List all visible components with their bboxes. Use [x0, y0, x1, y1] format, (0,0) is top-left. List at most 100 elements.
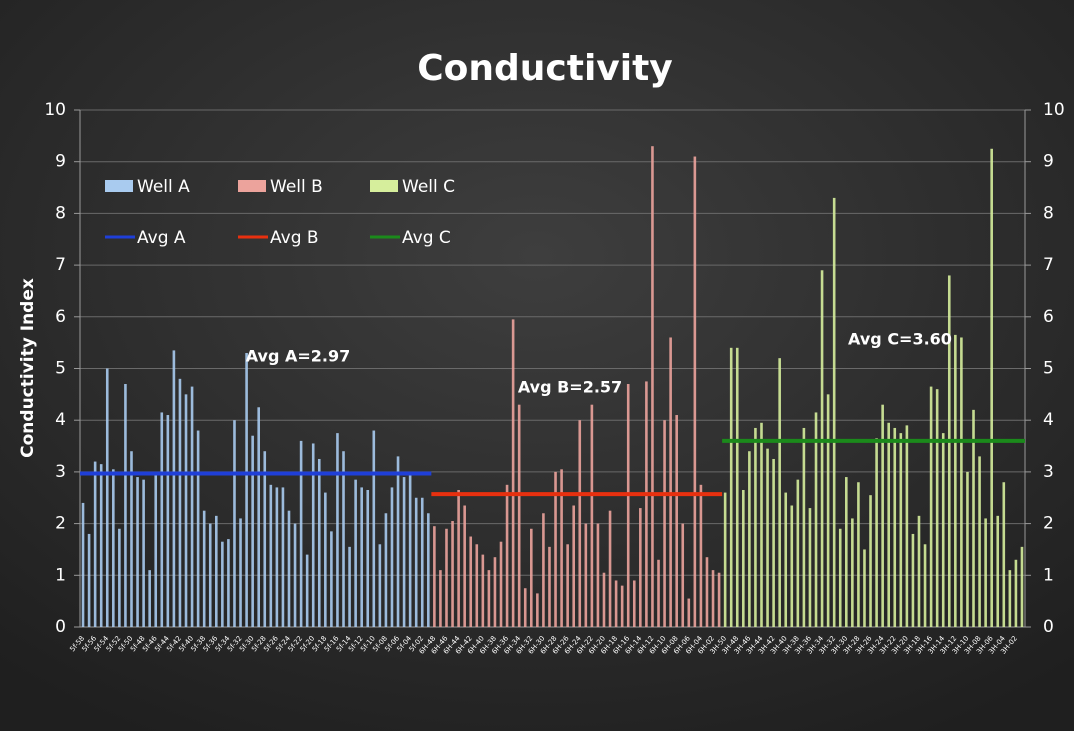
y-tick-label: 5: [55, 359, 66, 379]
bar: [645, 381, 648, 627]
bar: [396, 456, 400, 627]
y-tick-label: 4: [55, 410, 66, 430]
bar: [990, 148, 993, 627]
bar: [590, 404, 594, 627]
bar: [408, 471, 412, 627]
chart-title: Conductivity: [417, 48, 673, 89]
bar: [626, 384, 630, 627]
legend-label: Well C: [402, 177, 455, 197]
bar: [941, 433, 945, 627]
bar: [402, 477, 406, 627]
bar: [754, 427, 757, 627]
bar: [214, 515, 218, 627]
bar: [960, 337, 963, 627]
y2-tick-label: 0: [1043, 617, 1054, 637]
bar: [869, 495, 872, 627]
bar: [705, 557, 709, 627]
bar: [620, 585, 624, 627]
bar: [348, 546, 351, 627]
y2-tick-label: 9: [1043, 152, 1054, 172]
y2-tick-label: 4: [1043, 410, 1054, 430]
legend-label: Avg A: [137, 228, 186, 248]
y-tick-label: 3: [55, 462, 66, 482]
bar: [996, 515, 1000, 627]
bar: [390, 487, 394, 627]
bar: [263, 451, 267, 627]
bar: [505, 484, 509, 627]
bar: [245, 352, 248, 627]
bar: [632, 580, 636, 627]
bar: [1020, 546, 1024, 627]
bar: [923, 544, 927, 627]
bar: [529, 528, 533, 627]
y-tick-label: 2: [55, 514, 66, 534]
bar: [342, 451, 345, 627]
legend-swatch: [105, 180, 133, 192]
bar: [196, 430, 200, 627]
bar: [935, 389, 939, 627]
bar: [202, 510, 206, 627]
bar: [893, 427, 897, 627]
bar: [681, 523, 685, 627]
bar: [584, 523, 588, 627]
legend-label: Well B: [270, 177, 323, 197]
bar: [760, 422, 763, 627]
bar: [99, 464, 103, 627]
bar: [729, 347, 733, 627]
legend-label: Avg C: [402, 228, 451, 248]
bar: [596, 523, 600, 627]
bar: [469, 536, 473, 627]
bar: [887, 422, 891, 627]
bar: [384, 513, 388, 627]
bar: [947, 275, 951, 627]
y2-tick-label: 2: [1043, 514, 1054, 534]
y-tick-label: 0: [55, 617, 66, 637]
bar: [778, 358, 781, 627]
bar: [511, 319, 515, 627]
bar: [475, 544, 479, 627]
bar: [802, 427, 806, 627]
bar: [105, 368, 109, 627]
bar: [657, 559, 660, 627]
bar: [227, 539, 230, 627]
bar: [136, 477, 139, 627]
bar: [148, 570, 151, 627]
bar: [221, 541, 224, 627]
bar: [832, 197, 836, 627]
bar: [281, 487, 285, 627]
y-axis-label: Conductivity Index: [18, 278, 38, 458]
y2-tick-label: 8: [1043, 203, 1054, 223]
bar: [287, 510, 291, 627]
bar: [517, 404, 521, 627]
bar: [293, 523, 297, 627]
bar: [844, 477, 848, 627]
y2-tick-label: 1: [1043, 565, 1054, 585]
legend-label: Avg B: [270, 228, 319, 248]
bar: [178, 378, 182, 627]
bar: [433, 526, 436, 627]
bar: [881, 404, 884, 627]
bar: [354, 479, 357, 627]
bar: [499, 541, 503, 627]
bar: [251, 435, 254, 627]
bar: [929, 386, 933, 627]
bar: [717, 572, 721, 627]
bar: [184, 394, 188, 627]
bar: [324, 492, 327, 627]
bar: [93, 461, 97, 627]
bar: [838, 528, 842, 627]
bar: [972, 409, 975, 627]
bar: [554, 471, 557, 627]
bar: [772, 458, 775, 627]
bar: [372, 430, 376, 627]
bar: [463, 505, 466, 627]
bar: [857, 482, 860, 627]
bar: [669, 337, 672, 627]
bar: [305, 554, 309, 627]
bar: [523, 588, 527, 627]
bar: [299, 440, 303, 627]
bar: [445, 528, 448, 627]
bar: [1008, 570, 1012, 627]
bar: [427, 513, 430, 627]
bar: [542, 513, 545, 627]
